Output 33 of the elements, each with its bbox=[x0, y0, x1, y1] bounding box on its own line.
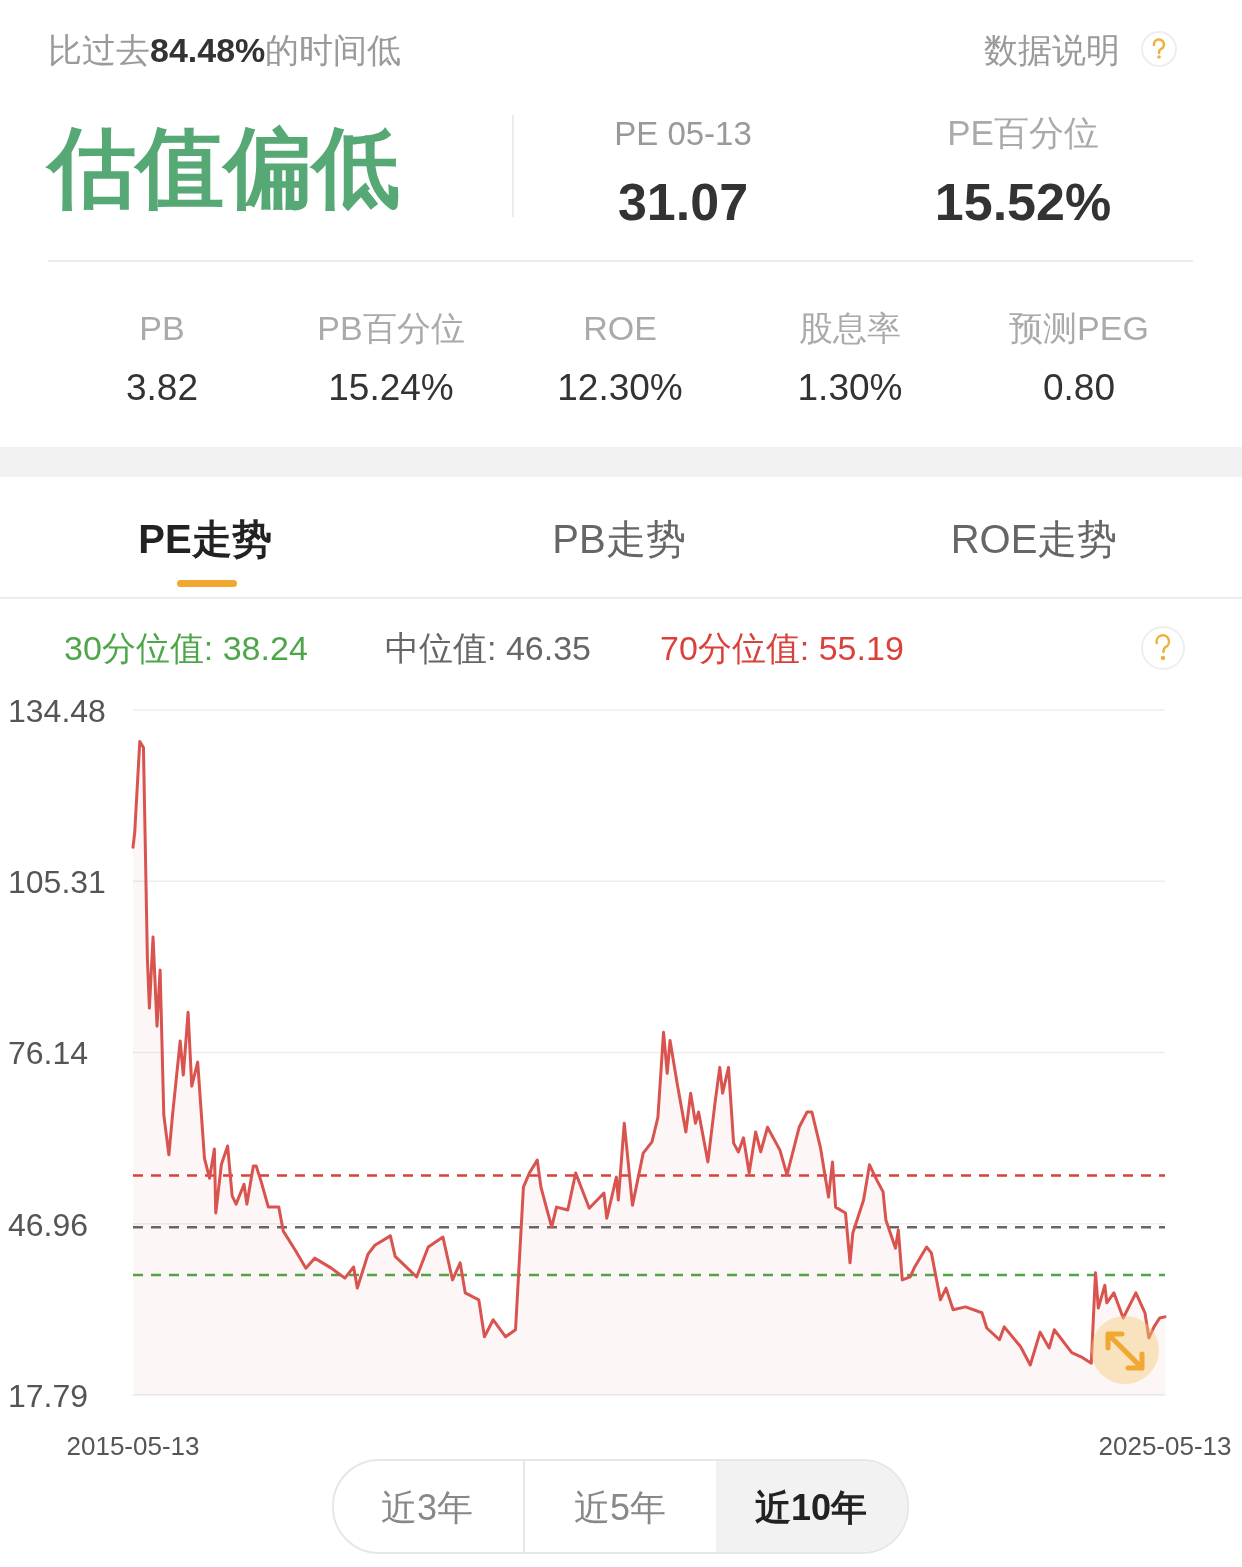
ref-line-label: 70分位值: 55.19 bbox=[660, 629, 904, 667]
text: 预测PEG bbox=[1009, 309, 1149, 347]
text: PE百分位 bbox=[947, 113, 1099, 152]
ref-line-label: 30分位值: 38.24 bbox=[64, 629, 308, 667]
y-tick-label: 17.79 bbox=[8, 1378, 89, 1414]
ref-line-label: 中位值: 46.35 bbox=[385, 629, 591, 667]
text: PB走势 bbox=[552, 517, 686, 561]
text: ROE走势 bbox=[950, 517, 1118, 561]
text: 近10年 bbox=[754, 1487, 868, 1528]
y-tick-label: 76.14 bbox=[8, 1035, 89, 1072]
text: 3.82 bbox=[125, 367, 199, 408]
x-tick-label: 2025-05-13 bbox=[1098, 1431, 1232, 1461]
text: 15.24% bbox=[328, 367, 454, 408]
text: PB百分位 bbox=[317, 309, 465, 347]
text: ROE bbox=[583, 309, 657, 347]
y-tick-label: 134.48 bbox=[8, 693, 106, 729]
text: 15.52% bbox=[934, 173, 1112, 231]
text: 31.07 bbox=[617, 173, 749, 231]
text: PE 05-13 bbox=[614, 115, 752, 152]
text: 0.80 bbox=[1042, 367, 1116, 408]
text: 近3年 bbox=[380, 1487, 474, 1528]
y-tick-label: 105.31 bbox=[8, 864, 106, 901]
text: PB bbox=[139, 309, 185, 347]
x-tick-label: 2015-05-13 bbox=[66, 1431, 200, 1461]
y-tick-label: 46.96 bbox=[8, 1206, 89, 1243]
chart-title: 估值偏低 bbox=[45, 118, 400, 217]
text: 近5年 bbox=[573, 1487, 667, 1528]
text: 1.30% bbox=[797, 367, 903, 408]
text: 12.30% bbox=[557, 367, 683, 408]
text: 股息率 bbox=[799, 309, 901, 347]
text: PE走势 bbox=[138, 517, 272, 561]
text: 比过去84.48%的时间低 bbox=[48, 31, 402, 69]
text: 数据说明 bbox=[984, 31, 1120, 69]
